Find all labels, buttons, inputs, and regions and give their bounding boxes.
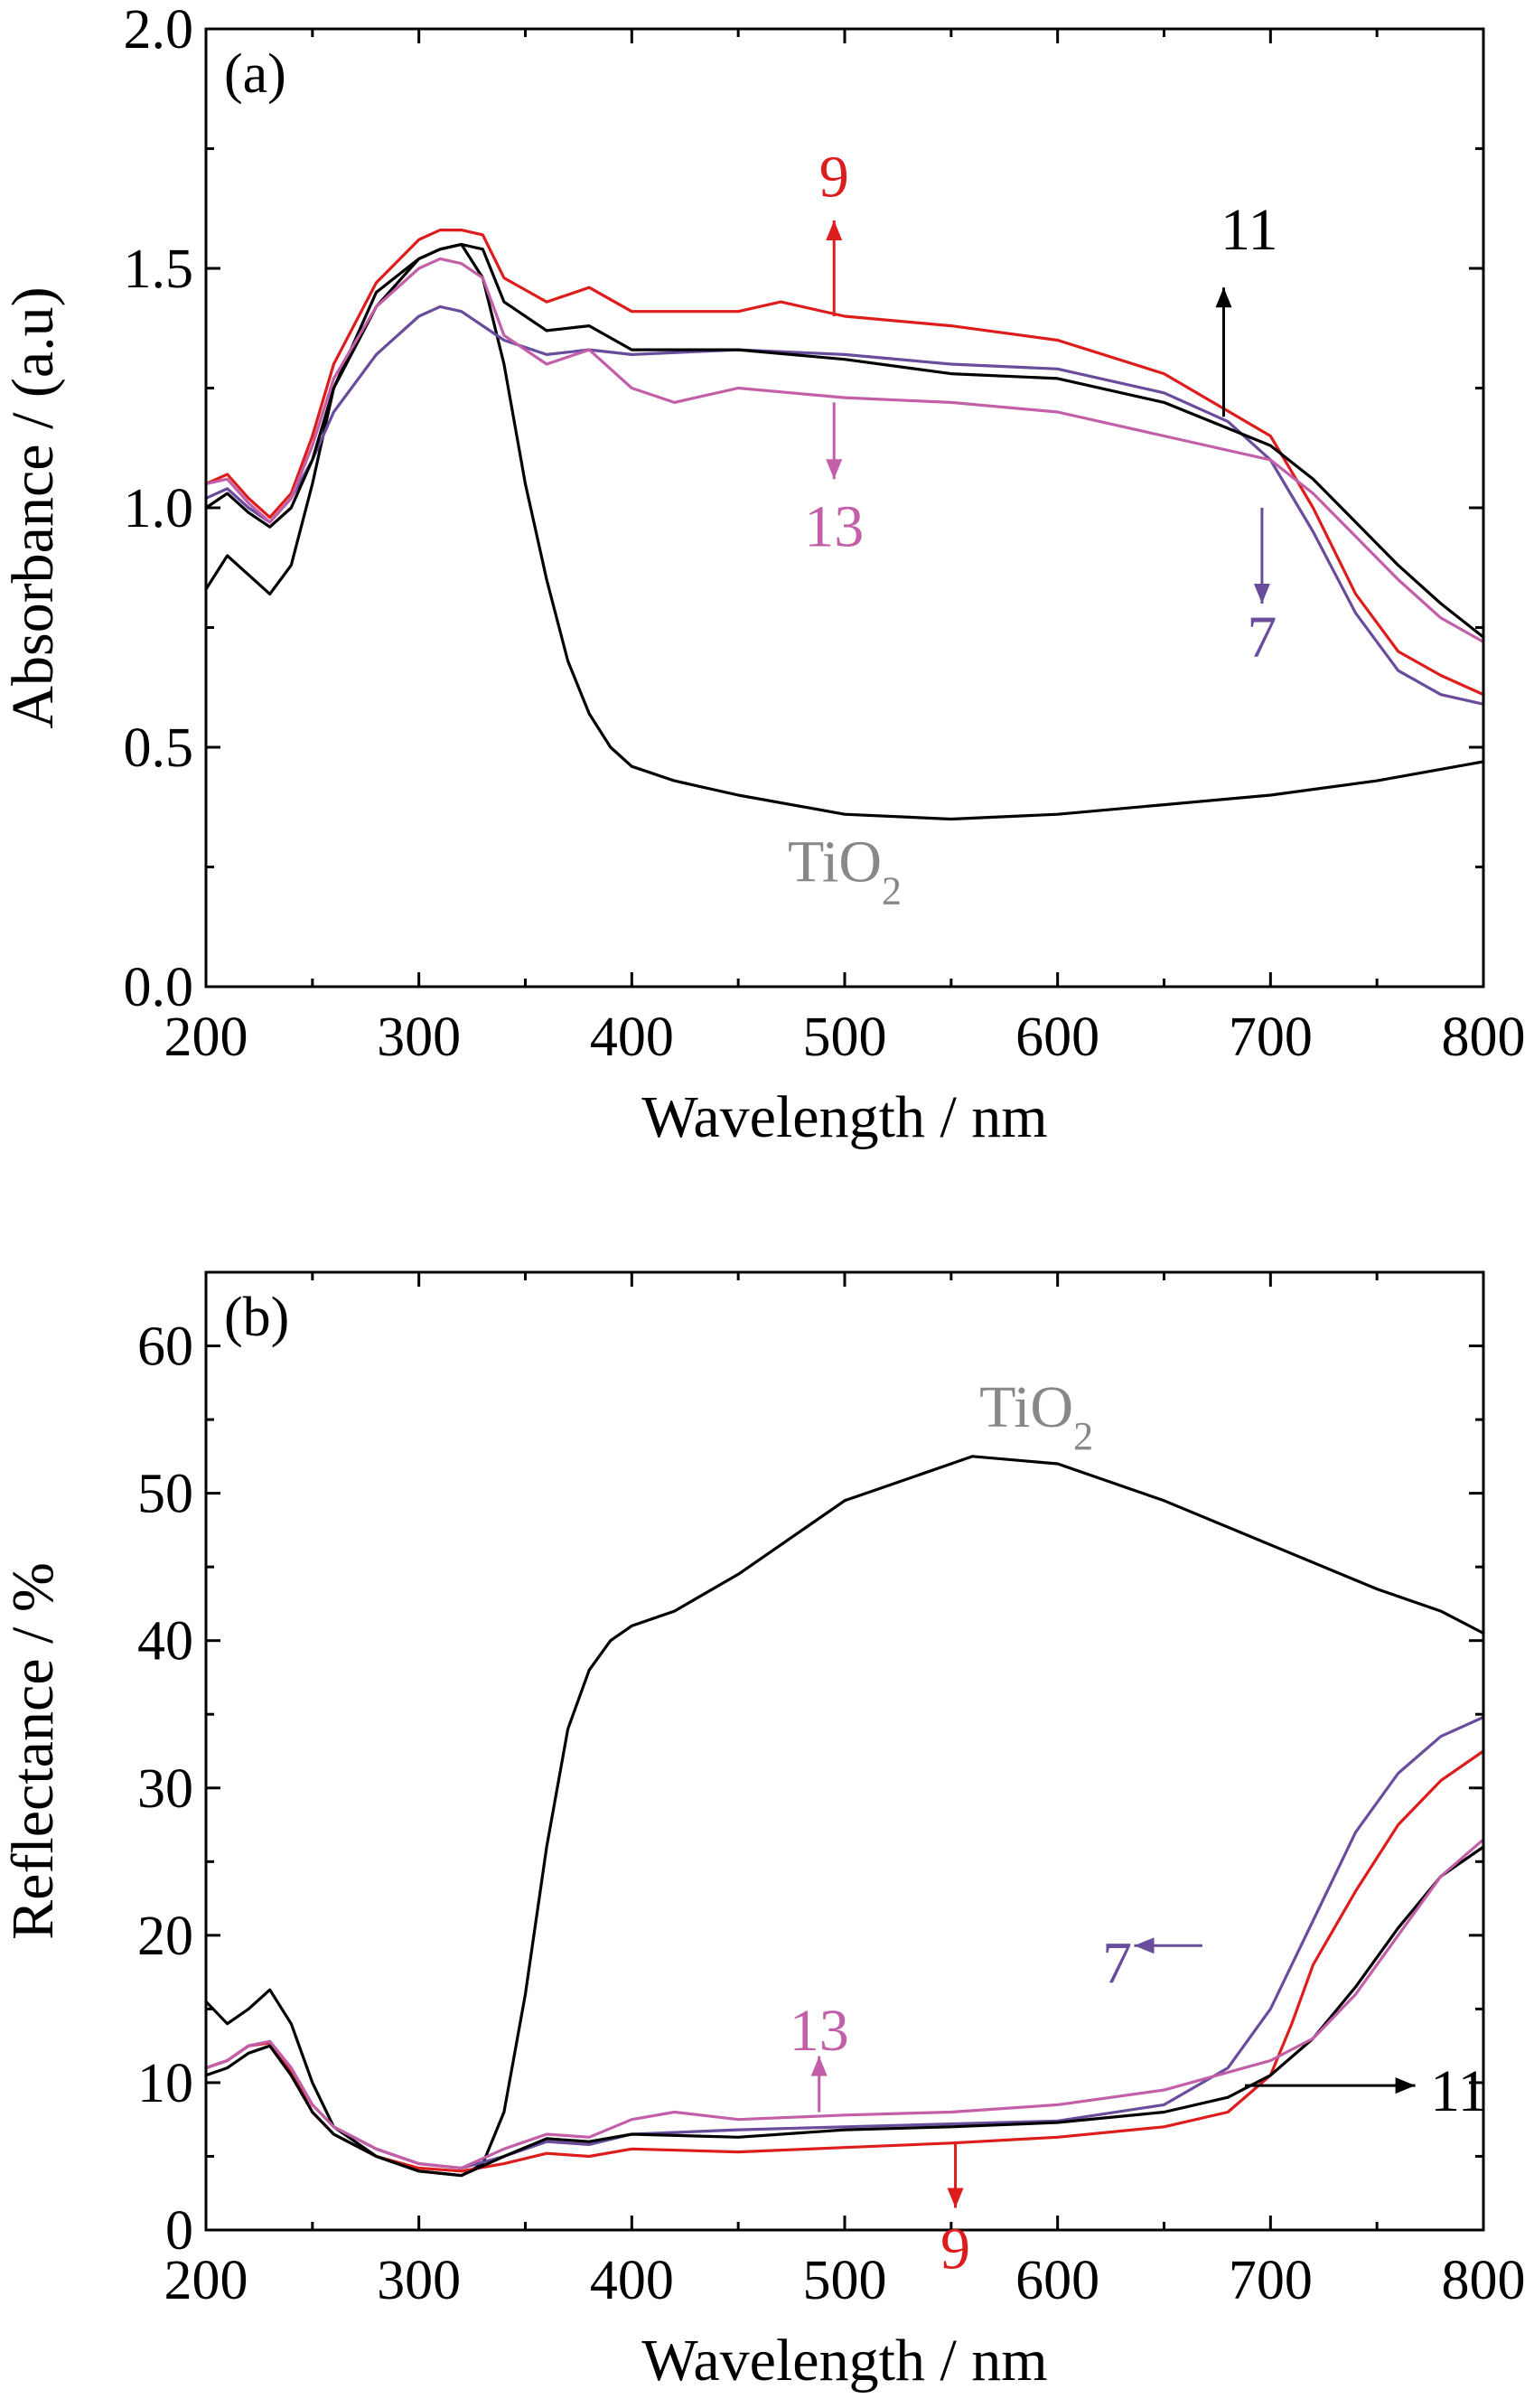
x-axis-title-a: Wavelength / nm <box>641 1084 1047 1150</box>
annotation-arrow-7-b <box>1134 1937 1202 1954</box>
annotation-label-9-a: 9 <box>819 145 849 211</box>
panel-label-a: (a) <box>224 43 286 105</box>
x-tick-label: 300 <box>377 1007 461 1068</box>
y-axis-title-b: Reflectance / % <box>0 1562 66 1940</box>
annotation-arrow-11-a <box>1215 287 1232 417</box>
x-tick-label: 700 <box>1229 2250 1313 2311</box>
panel-label-b: (b) <box>224 1287 289 1348</box>
annotation-label-tio2-b: TiO2 <box>979 1374 1093 1458</box>
y-tick-label: 2.0 <box>124 0 194 61</box>
annotation-arrow-9-a <box>826 220 843 316</box>
annotation-label-7-b: 7 <box>1102 1930 1132 1996</box>
annotation-label-11-a: 11 <box>1221 197 1278 263</box>
annotation-label-tio2-a: TiO2 <box>788 829 902 913</box>
annotation-label-11-b: 11 <box>1430 2058 1488 2124</box>
y-tick-label: 20 <box>137 1906 193 1967</box>
y-tick-label: 0.5 <box>124 717 194 779</box>
annotation-arrow-11-b <box>1245 2077 1416 2094</box>
y-tick-label: 50 <box>137 1464 193 1525</box>
x-tick-label: 800 <box>1442 1007 1526 1068</box>
x-tick-label: 800 <box>1442 2250 1526 2311</box>
series-9-line-a <box>204 229 1485 697</box>
annotation-arrow-13-b <box>810 2056 828 2113</box>
y-tick-label: 1.0 <box>124 478 194 539</box>
annotation-arrow-9-b <box>947 2141 964 2208</box>
x-tick-label: 500 <box>803 1007 887 1068</box>
y-tick-label: 10 <box>137 2053 193 2114</box>
series-tio2-line-b <box>204 1455 1485 2178</box>
x-tick-label: 300 <box>377 2250 461 2311</box>
y-axis-title-a: Absorbance / (a.u) <box>0 286 66 728</box>
series-9-line-b <box>204 1749 1485 2173</box>
annotation-arrow-13-a <box>826 402 843 480</box>
y-tick-label: 1.5 <box>124 239 194 300</box>
annotation-arrow-7-a <box>1253 508 1270 604</box>
x-tick-label: 600 <box>1015 1007 1099 1068</box>
chart-panel-a: 200 300 400 500 600 700 800 0.0 0.5 1.0 1.5 2.0 Wave… <box>0 0 1526 1150</box>
x-axis-title-b: Wavelength / nm <box>641 2328 1047 2394</box>
x-tick-label: 200 <box>164 2250 248 2311</box>
y-tick-label: 30 <box>137 1758 193 1820</box>
series-11-line-b <box>204 1845 1485 2178</box>
series-7-line-b <box>204 1715 1485 2170</box>
chart-panel-b: 200 300 400 500 600 700 800 0 10 20 30 40 50 60 Wavele… <box>0 1270 1526 2394</box>
x-tick-label: 600 <box>1015 2250 1099 2311</box>
x-tick-label: 200 <box>164 1007 248 1068</box>
x-tick-label: 700 <box>1229 1007 1313 1068</box>
series-11-line-a <box>204 242 1485 639</box>
x-tick-label: 400 <box>590 1007 674 1068</box>
annotation-label-7-a: 7 <box>1247 604 1277 670</box>
x-tick-label: 400 <box>590 2250 674 2311</box>
series-13-line-b <box>204 1838 1485 2170</box>
x-tick-label: 500 <box>803 2250 887 2311</box>
y-tick-label: 0 <box>165 2200 193 2262</box>
y-tick-label: 60 <box>137 1316 193 1378</box>
y-tick-label: 40 <box>137 1611 193 1672</box>
annotation-label-9-b: 9 <box>940 2216 970 2282</box>
y-tick-label: 0.0 <box>124 957 194 1018</box>
series-13-line-a <box>204 257 1485 644</box>
annotation-label-13-a: 13 <box>804 493 864 559</box>
annotation-label-13-b: 13 <box>790 1998 849 2064</box>
series-tio2-line-a <box>204 242 1485 821</box>
